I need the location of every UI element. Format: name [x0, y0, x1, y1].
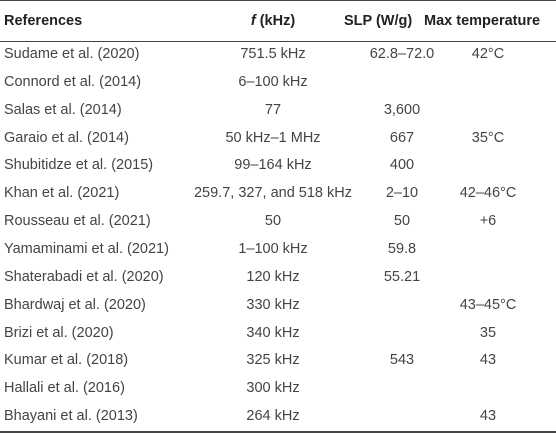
frequency-cell: 300 kHz: [246, 380, 300, 397]
slp-cell: 59.8: [387, 240, 417, 257]
table-row: Shaterabadi et al. (2020) 120 kHz 55.21: [0, 267, 556, 295]
header-frequency-unit: (kHz): [255, 13, 296, 29]
slp-cell: 62.8–72.0: [369, 46, 435, 62]
slp-cell: 667: [389, 129, 415, 146]
table-row: Bhardwaj et al. (2020) 330 kHz 43–45°C: [0, 295, 556, 323]
max-temperature-cell: 42–46°C: [459, 185, 517, 202]
reference-cell: Rousseau et al. (2021): [4, 213, 151, 230]
reference-cell: Sudame et al. (2020): [4, 46, 140, 62]
frequency-cell: 340 kHz: [246, 324, 300, 341]
table-header: References f (kHz) SLP (W/g) Max tempera…: [0, 0, 556, 41]
max-temperature-cell: 35: [479, 324, 497, 341]
header-frequency: f (kHz): [190, 11, 356, 31]
reference-cell: Brizi et al. (2020): [4, 324, 114, 341]
frequency-cell: 259.7, 327, and 518 kHz: [193, 185, 352, 202]
table-row: Hallali et al. (2016) 300 kHz: [0, 378, 556, 406]
max-temperature-cell: 42°C: [471, 46, 505, 62]
slp-cell: 2–10: [385, 185, 419, 202]
reference-cell: Khan et al. (2021): [4, 185, 120, 202]
max-temperature-cell: +6: [479, 213, 497, 230]
slp-cell: 543: [389, 352, 415, 369]
top-rule: [0, 0, 556, 1]
frequency-cell: 6–100 kHz: [238, 73, 308, 90]
reference-cell: Connord et al. (2014): [4, 73, 142, 90]
reference-cell: Bhayani et al. (2013): [4, 408, 138, 425]
table-row: Connord et al. (2014) 6–100 kHz: [0, 72, 556, 100]
reference-cell: Garaio et al. (2014): [4, 129, 129, 146]
reference-cell: Bhardwaj et al. (2020): [4, 296, 146, 313]
header-rule: [0, 41, 556, 42]
frequency-cell: 77: [264, 101, 282, 118]
table-row: Kumar et al. (2018) 325 kHz 543 43: [0, 350, 556, 378]
reference-cell: Shaterabadi et al. (2020): [4, 268, 164, 285]
header-slp: SLP (W/g): [344, 13, 413, 29]
slp-cell: 400: [389, 157, 415, 174]
frequency-cell: 330 kHz: [246, 296, 300, 313]
frequency-cell: 50 kHz–1 MHz: [225, 129, 321, 146]
reference-cell: Shubitidze et al. (2015): [4, 157, 154, 174]
table-row: Garaio et al. (2014) 50 kHz–1 MHz 667 35°C: [0, 128, 556, 156]
reference-cell: Salas et al. (2014): [4, 101, 122, 118]
max-temperature-cell: 35°C: [471, 129, 505, 146]
table-row: Shubitidze et al. (2015) 99–164 kHz 400: [0, 155, 556, 183]
reference-cell: Yamaminami et al. (2021): [4, 240, 169, 257]
frequency-cell: 325 kHz: [246, 352, 300, 369]
max-temperature-cell: 43–45°C: [459, 296, 517, 313]
slp-cell: 55.21: [383, 268, 421, 285]
table-row: Brizi et al. (2020) 340 kHz 35: [0, 323, 556, 351]
frequency-cell: 751.5 kHz: [240, 46, 306, 62]
table-row: Bhayani et al. (2013) 264 kHz 43: [0, 406, 556, 434]
table-row: Rousseau et al. (2021) 50 50 +6: [0, 211, 556, 239]
header-max-temperature: Max temperature: [424, 13, 541, 29]
frequency-cell: 120 kHz: [246, 268, 300, 285]
header-frequency-symbol: f: [250, 13, 256, 29]
table-row: Sudame et al. (2020) 751.5 kHz 62.8–72.0 42…: [0, 44, 556, 72]
table-row: Khan et al. (2021) 259.7, 327, and 518 kH…: [0, 183, 556, 211]
max-temperature-cell: 43: [479, 352, 497, 369]
table-row: Salas et al. (2014) 77 3,600: [0, 100, 556, 128]
reference-cell: Kumar et al. (2018): [4, 352, 129, 369]
reference-cell: Hallali et al. (2016): [4, 380, 125, 397]
frequency-cell: 264 kHz: [246, 408, 300, 425]
frequency-cell: 1–100 kHz: [238, 240, 308, 257]
frequency-cell: 50: [264, 213, 282, 230]
table-row: Yamaminami et al. (2021) 1–100 kHz 59.8: [0, 239, 556, 267]
frequency-cell: 99–164 kHz: [234, 157, 312, 174]
max-temperature-cell: 43: [479, 408, 497, 425]
slp-cell: 3,600: [383, 101, 421, 118]
header-references: References: [4, 13, 83, 29]
bottom-rule: [0, 431, 556, 433]
slp-cell: 50: [393, 213, 411, 230]
